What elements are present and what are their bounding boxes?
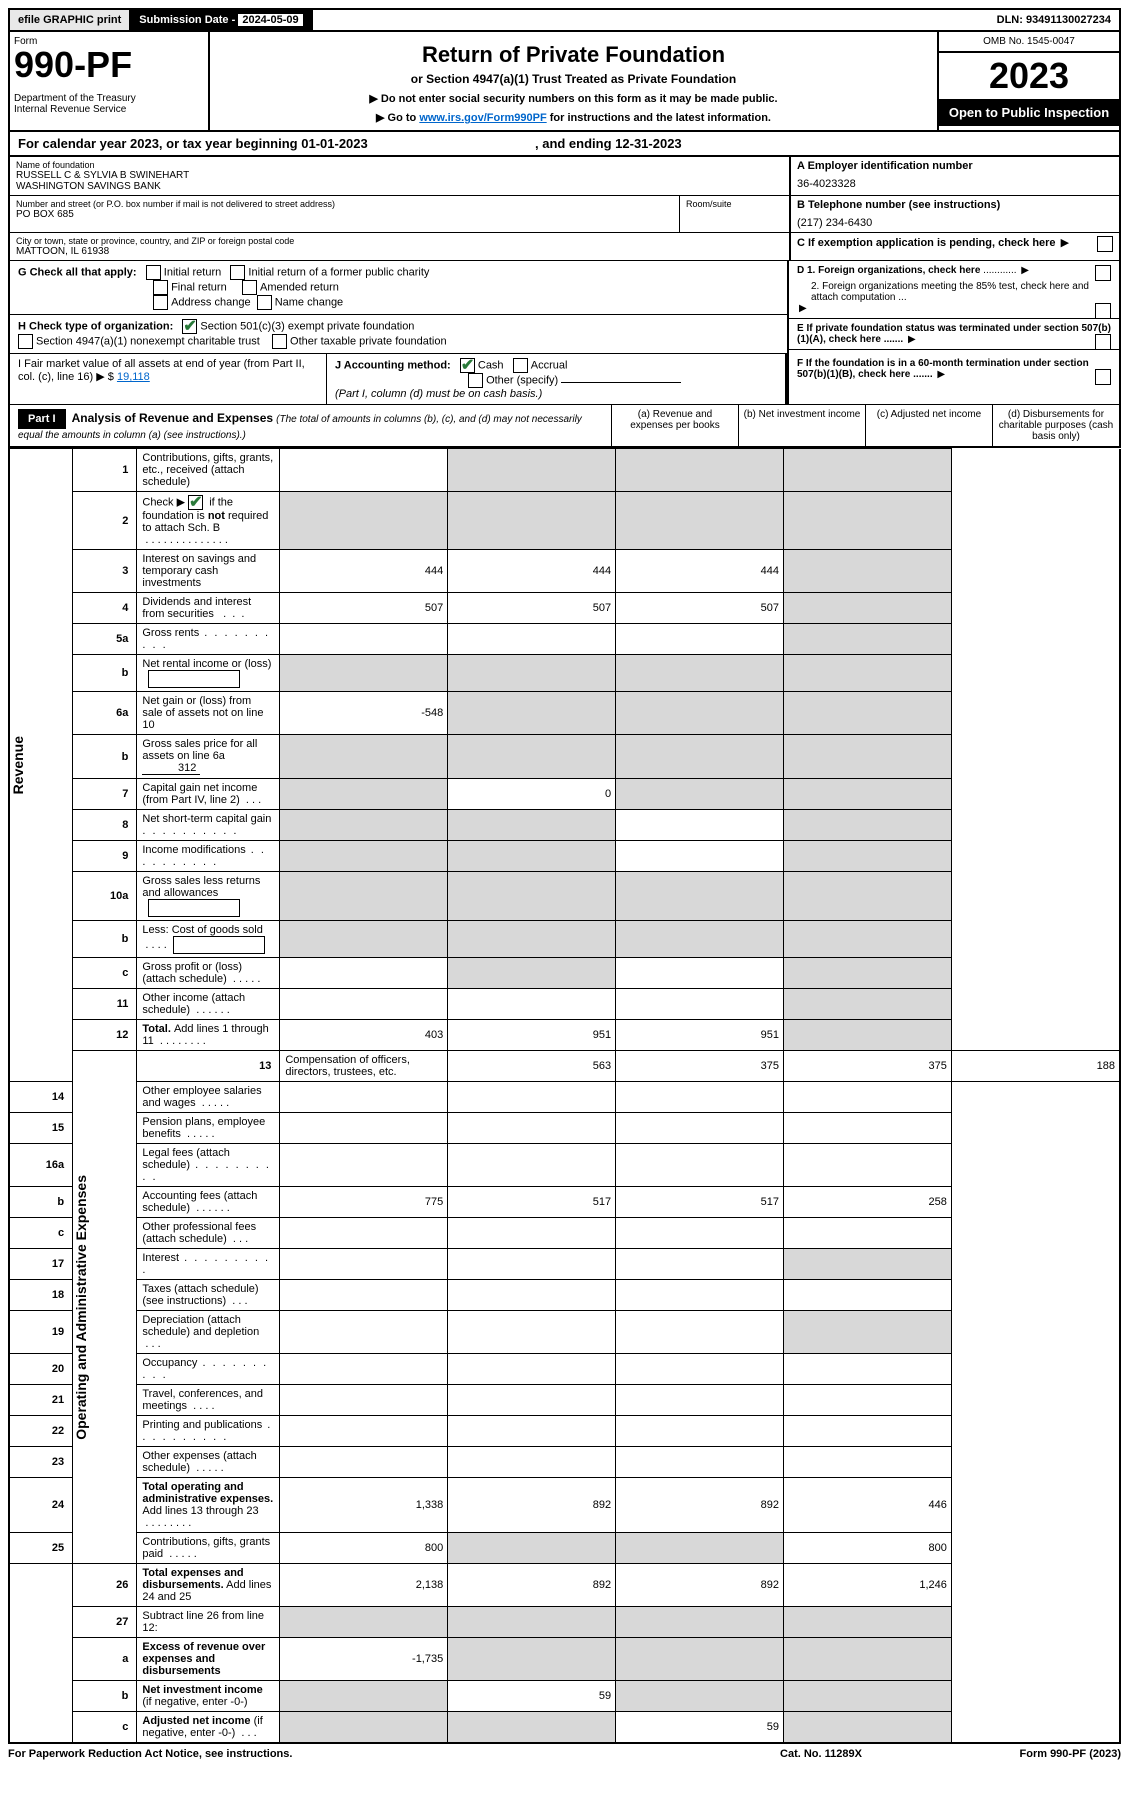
g-row: G Check all that apply: Initial return I… (10, 261, 787, 315)
c-exemption-text: C If exemption application is pending, c… (797, 237, 1056, 249)
name-label: Name of foundation (16, 160, 783, 170)
calendar-year-line: For calendar year 2023, or tax year begi… (8, 132, 1121, 157)
form-ref: Form 990-PF (2023) (921, 1748, 1121, 1760)
footer: For Paperwork Reduction Act Notice, see … (8, 1744, 1121, 1760)
cat-no: Cat. No. 11289X (721, 1748, 921, 1760)
c-checkbox[interactable] (1097, 236, 1113, 252)
open-public-badge: Open to Public Inspection (939, 99, 1119, 126)
dept-treasury: Department of the Treasury Internal Reve… (14, 93, 204, 115)
entity-info-block: Name of foundation RUSSELL C & SYLVIA B … (8, 157, 1121, 261)
f-checkbox[interactable] (1095, 369, 1111, 385)
i-fmv-text: I Fair market value of all assets at end… (10, 354, 327, 405)
ein-label: A Employer identification number (797, 160, 1113, 172)
checks-block: G Check all that apply: Initial return I… (8, 261, 1121, 354)
d2-checkbox[interactable] (1095, 303, 1111, 319)
h-501c3-checkbox[interactable] (182, 319, 197, 334)
ij-block: I Fair market value of all assets at end… (8, 354, 1121, 405)
part1-tag: Part I (18, 409, 66, 429)
f-row: F If the foundation is in a 60-month ter… (789, 354, 1119, 405)
h-row: H Check type of organization: Section 50… (10, 315, 787, 354)
room-label: Room/suite (686, 199, 783, 209)
tel-label: B Telephone number (see instructions) (797, 199, 1113, 211)
form-subtitle: or Section 4947(a)(1) Trust Treated as P… (216, 72, 931, 86)
paperwork-notice: For Paperwork Reduction Act Notice, see … (8, 1748, 721, 1760)
form-note-1: ▶ Do not enter social security numbers o… (216, 92, 931, 105)
schb-checkbox[interactable] (188, 495, 203, 510)
d1-checkbox[interactable] (1095, 265, 1111, 281)
g-name-change-checkbox[interactable] (257, 295, 272, 310)
col-a-header: (a) Revenue and expenses per books (611, 405, 738, 446)
j-cash-checkbox[interactable] (460, 358, 475, 373)
h-4947-checkbox[interactable] (18, 334, 33, 349)
j-other-checkbox[interactable] (468, 373, 483, 388)
omb-number: OMB No. 1545-0047 (939, 32, 1119, 53)
submission-date-label: Submission Date - 2024-05-09 (131, 10, 312, 30)
city-value: MATTOON, IL 61938 (16, 246, 783, 257)
fmv-link[interactable]: 19,118 (117, 371, 150, 383)
form-note-2: ▶ Go to www.irs.gov/Form990PF for instru… (216, 111, 931, 124)
addr-label: Number and street (or P.O. box number if… (16, 199, 673, 209)
g-initial-former-checkbox[interactable] (230, 265, 245, 280)
col-d-header: (d) Disbursements for charitable purpose… (992, 405, 1119, 446)
h-other-taxable-checkbox[interactable] (272, 334, 287, 349)
form990pf-link[interactable]: www.irs.gov/Form990PF (419, 112, 546, 124)
part1-header-row: Part I Analysis of Revenue and Expenses … (8, 405, 1121, 448)
j-accrual-checkbox[interactable] (513, 358, 528, 373)
g-final-return-checkbox[interactable] (153, 280, 168, 295)
tax-year: 2023 (939, 53, 1119, 99)
form-title: Return of Private Foundation (216, 42, 931, 68)
submission-date-value: 2024-05-09 (238, 14, 302, 26)
address-value: PO BOX 685 (16, 209, 673, 220)
g-amended-return-checkbox[interactable] (242, 280, 257, 295)
e-checkbox[interactable] (1095, 334, 1111, 350)
ein-value: 36-4023328 (797, 172, 1113, 190)
col-b-header: (b) Net investment income (738, 405, 865, 446)
efile-print-button[interactable]: efile GRAPHIC print (10, 10, 131, 30)
dln-value: DLN: 93491130027234 (989, 10, 1119, 30)
tel-value: (217) 234-6430 (797, 211, 1113, 229)
form-header: Form 990-PF Department of the Treasury I… (8, 32, 1121, 132)
top-bar: efile GRAPHIC print Submission Date - 20… (8, 8, 1121, 32)
city-label: City or town, state or province, country… (16, 236, 783, 246)
revenue-side-label: Revenue (9, 449, 73, 1082)
j-accounting-row: J Accounting method: Cash Accrual Other … (327, 354, 787, 405)
foundation-name: RUSSELL C & SYLVIA B SWINEHART WASHINGTO… (16, 170, 783, 192)
g-initial-return-checkbox[interactable] (146, 265, 161, 280)
g-address-change-checkbox[interactable] (153, 295, 168, 310)
d-row: D 1. Foreign organizations, check here .… (789, 261, 1119, 319)
col-c-header: (c) Adjusted net income (865, 405, 992, 446)
part1-table: Revenue 1Contributions, gifts, grants, e… (8, 448, 1121, 1744)
expenses-side-label: Operating and Administrative Expenses (73, 1051, 137, 1564)
form-number: 990-PF (14, 47, 204, 83)
e-row: E If private foundation status was termi… (789, 319, 1119, 350)
